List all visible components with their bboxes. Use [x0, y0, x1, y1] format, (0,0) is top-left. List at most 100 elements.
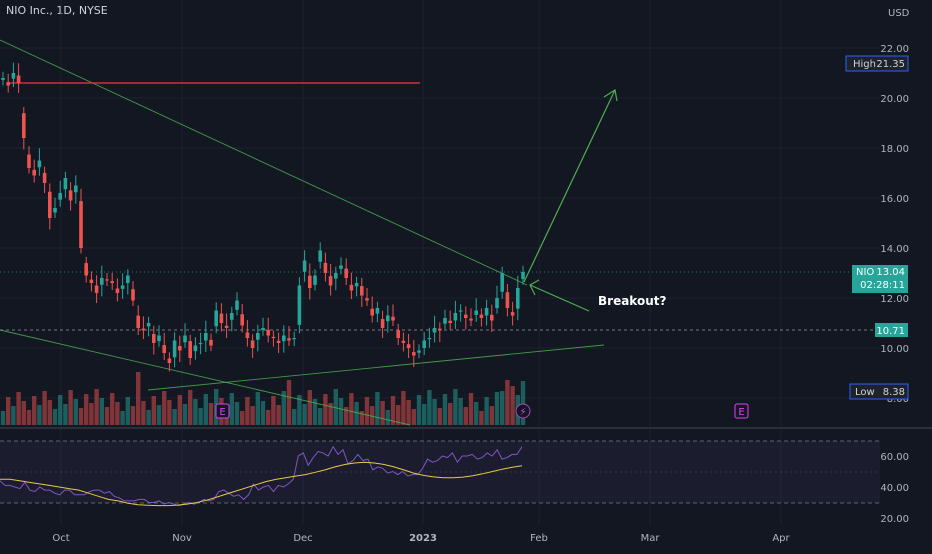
volume-bar	[484, 397, 489, 425]
volume-bar	[302, 404, 307, 425]
candle-body	[136, 315, 140, 328]
candle-body	[510, 312, 515, 316]
candle-body	[313, 275, 317, 285]
price-tick-label: 14.00	[880, 244, 909, 255]
volume-bar	[349, 393, 354, 425]
volume-bar	[354, 402, 359, 425]
candle-body	[302, 260, 307, 272]
volume-bar	[437, 408, 442, 425]
candle-body	[458, 310, 463, 312]
volume-bar	[406, 400, 411, 425]
high-badge: High 21.35	[845, 55, 909, 72]
candle-body	[115, 288, 120, 293]
volume-bar	[479, 411, 484, 425]
dividend-marker[interactable]: ⚡	[515, 403, 531, 419]
rsi-tick-label: 20.00	[880, 514, 909, 525]
volume-bar	[260, 401, 266, 425]
rsi-axis[interactable]: 60.00 40.00 20.00	[880, 452, 909, 525]
rsi-tick-label: 40.00	[880, 483, 909, 494]
volume-bar	[6, 397, 11, 425]
projection-arrow-head	[603, 89, 618, 102]
volume-bar	[390, 396, 396, 425]
candle-body	[256, 333, 260, 340]
earnings-marker-1[interactable]: E	[215, 403, 230, 419]
volume-bar	[432, 399, 437, 425]
candle-body	[261, 328, 265, 331]
volume-bar	[146, 410, 151, 425]
projection-arrow[interactable]	[523, 89, 616, 283]
candle-body	[479, 314, 484, 318]
candle-body	[292, 338, 296, 340]
candle-body	[219, 313, 224, 323]
candle-body	[230, 313, 234, 320]
candle-body	[391, 316, 395, 321]
price-tick-label: 16.00	[880, 194, 909, 205]
candle-body	[396, 330, 400, 338]
volume-bar	[370, 406, 375, 425]
volume-bar	[156, 405, 162, 425]
chart-title: NIO Inc., 1D, NYSE	[6, 4, 108, 17]
time-tick-label: 2023	[409, 533, 437, 544]
volume-bar	[182, 404, 188, 425]
candle-body	[505, 292, 510, 308]
candle-body	[27, 154, 31, 168]
volume-bar	[141, 401, 146, 425]
volume-bar	[292, 409, 297, 425]
candle-body	[422, 340, 426, 348]
candle-body	[500, 273, 504, 292]
breakout-arrow[interactable]	[529, 284, 590, 312]
candle-body	[453, 313, 458, 321]
candle-body	[328, 276, 333, 286]
candle-body	[344, 268, 348, 278]
volume-bar	[167, 400, 172, 425]
candle-body	[287, 338, 291, 341]
upper-trendline[interactable]	[0, 39, 528, 286]
candle-body	[63, 178, 68, 190]
candle-body	[406, 344, 411, 348]
volume-bar	[427, 390, 432, 425]
volume-bar	[333, 389, 338, 425]
volume-bar	[63, 404, 68, 425]
candle-body	[365, 298, 369, 301]
candle-body	[432, 328, 437, 333]
time-tick-label: Nov	[172, 533, 192, 544]
volume-bar	[401, 391, 406, 425]
candle-body	[162, 345, 166, 353]
support-trendline[interactable]	[147, 344, 605, 391]
lower-trendline[interactable]	[0, 329, 411, 426]
candle-body	[360, 286, 364, 296]
volume-bar	[84, 394, 89, 425]
candle-body	[193, 345, 198, 352]
volume-bar	[234, 402, 240, 425]
volume-bar	[328, 403, 333, 425]
candle-body	[380, 319, 385, 328]
volume-bar	[442, 394, 448, 425]
low-badge: Low 8.38	[849, 383, 909, 400]
volume-bar	[229, 393, 234, 425]
volume-bar	[318, 408, 323, 425]
volume-bar	[21, 401, 26, 425]
candle-body	[495, 298, 499, 309]
candle-body	[37, 160, 42, 168]
drawings[interactable]	[0, 39, 880, 426]
volume-bar	[42, 391, 47, 425]
earnings-marker-2[interactable]: E	[734, 403, 749, 419]
breakout-annotation[interactable]: Breakout?	[598, 294, 666, 308]
time-axis[interactable]: Oct Nov Dec 2023 Feb Mar Apr	[52, 533, 790, 544]
candle-body	[16, 75, 21, 83]
candle-body	[48, 191, 52, 218]
candle-body	[6, 82, 10, 86]
candle-body	[375, 308, 380, 314]
candle-body	[443, 318, 447, 324]
bar-countdown: 02:28:11	[860, 280, 905, 291]
candle-body	[204, 333, 208, 341]
candle-body	[42, 172, 47, 183]
candle-body	[250, 340, 255, 348]
candle-body	[323, 262, 328, 273]
volume-bar	[505, 380, 510, 425]
candle-body	[276, 340, 281, 343]
candle-body	[235, 300, 239, 310]
rsi-pane[interactable]	[0, 440, 880, 507]
